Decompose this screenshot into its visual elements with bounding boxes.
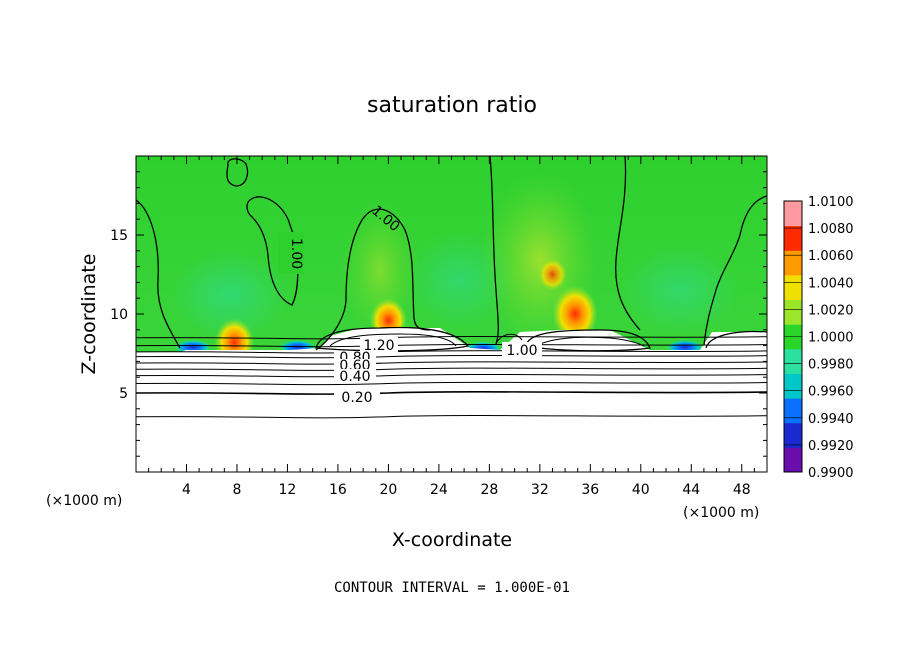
- x-tick-label: 40: [632, 482, 650, 498]
- colorbar-swatch: [784, 299, 802, 325]
- contour-label: 1.00: [506, 343, 537, 359]
- label-bg: [334, 389, 380, 405]
- x-tick-label: 44: [682, 482, 700, 498]
- colorbar-swatch: [784, 201, 802, 227]
- x-axis-label: X-coordinate: [392, 529, 512, 551]
- field-patch: [620, 245, 740, 335]
- plot-area: [136, 156, 767, 472]
- contour-line-0.6: [136, 361, 767, 365]
- colorbar-swatch: [784, 373, 802, 399]
- colorbar-label: 0.9940: [808, 412, 854, 427]
- contour-1.00-d: [315, 208, 431, 351]
- contour-1.00-f: [615, 156, 641, 331]
- x-tick-label: 24: [430, 482, 448, 498]
- contour-1.20-right: [525, 329, 651, 352]
- contour-1.00-c: [226, 158, 249, 187]
- colorbar-label: 1.0020: [808, 303, 854, 318]
- chart-title: saturation ratio: [367, 93, 537, 118]
- x-unit-left: (×1000 m): [46, 493, 122, 509]
- label-bg: [334, 369, 376, 383]
- contour-line-0.1: [136, 415, 767, 419]
- contour-labels: 1.00 1.00 1.20 1.00 0.80 0.60 0.40 0.20: [278, 203, 542, 406]
- colorbar-label: 1.0080: [808, 222, 854, 237]
- contour-1.00-a: [136, 199, 181, 349]
- colorbar-label: 1.0100: [808, 195, 854, 210]
- contour-line-0.8: [136, 350, 767, 354]
- x-tick-label: 8: [232, 482, 241, 498]
- x-tick-label: 20: [379, 482, 397, 498]
- contour-label: 1.20: [363, 338, 394, 354]
- colorbar-swatch: [784, 348, 802, 374]
- contour-1.00-g: [703, 195, 767, 346]
- contour-1.20-right-inner: [539, 336, 645, 347]
- field-patch: [170, 250, 290, 340]
- label-bg: [360, 337, 398, 353]
- x-tick-label: 28: [480, 482, 498, 498]
- hot-spot: [552, 286, 598, 342]
- colorbar-label: 1.0060: [808, 249, 854, 264]
- colorbar-label: 1.0000: [808, 331, 854, 346]
- colorbar: 1.0100 1.0080 1.0060 1.0040 1.0020 1.0000 0.99…: [783, 195, 854, 481]
- contour-line-0.4: [136, 373, 767, 378]
- contour-1.00-b: [246, 196, 299, 306]
- contour-line-0.5: [136, 367, 767, 371]
- contour-line-0.3: [136, 381, 767, 386]
- x-tick-label: 4: [182, 482, 191, 498]
- colorbar-swatch: [784, 447, 802, 473]
- y-tick-label: 10: [110, 307, 128, 323]
- x-unit-right: (×1000 m): [683, 505, 759, 521]
- y-tick-label: 15: [110, 228, 128, 244]
- colorbar-swatch: [784, 225, 802, 251]
- colorbar-swatch: [784, 250, 802, 276]
- contour-line-0.2: [136, 391, 767, 395]
- contour-label: 0.20: [341, 390, 372, 406]
- colorbar-swatch: [784, 274, 802, 301]
- contour-label: 1.00: [288, 238, 304, 269]
- y-axis-ticks: 5 10 15: [110, 171, 767, 457]
- x-tick-label: 16: [329, 482, 347, 498]
- label-bg: [502, 342, 542, 358]
- colorbar-swatch: [784, 422, 802, 448]
- y-tick-label: 5: [119, 386, 128, 402]
- hot-spot: [538, 258, 567, 291]
- contour-line-0.7: [136, 354, 767, 359]
- colorbar-label: 0.9920: [808, 439, 854, 454]
- colorbar-label: 0.9900: [808, 466, 854, 481]
- contour-line-0.9: [136, 343, 767, 348]
- contour-1.00-e: [489, 156, 499, 345]
- contour-1.20-left-inner: [329, 333, 457, 347]
- colorbar-label: 0.9960: [808, 385, 854, 400]
- x-tick-label: 32: [531, 482, 549, 498]
- colorbar-label: 0.9980: [808, 358, 854, 373]
- contour-line-1: [136, 336, 767, 340]
- x-axis-ticks: 4 8 12 16 20 24 28 32 36 40 44 48: [148, 156, 755, 498]
- label-bg: [334, 359, 376, 371]
- contour-1.20-edge: [705, 330, 767, 349]
- contour-label: 0.40: [339, 369, 370, 385]
- y-axis-label: Z-coordinate: [78, 254, 100, 375]
- colorbar-swatch: [784, 398, 802, 424]
- contour-interval-note: CONTOUR INTERVAL = 1.000E-01: [334, 580, 570, 596]
- colorbar-label: 1.0040: [808, 276, 854, 291]
- x-tick-label: 36: [581, 482, 599, 498]
- x-tick-label: 12: [279, 482, 297, 498]
- label-bg: [278, 232, 304, 274]
- x-tick-label: 48: [733, 482, 751, 498]
